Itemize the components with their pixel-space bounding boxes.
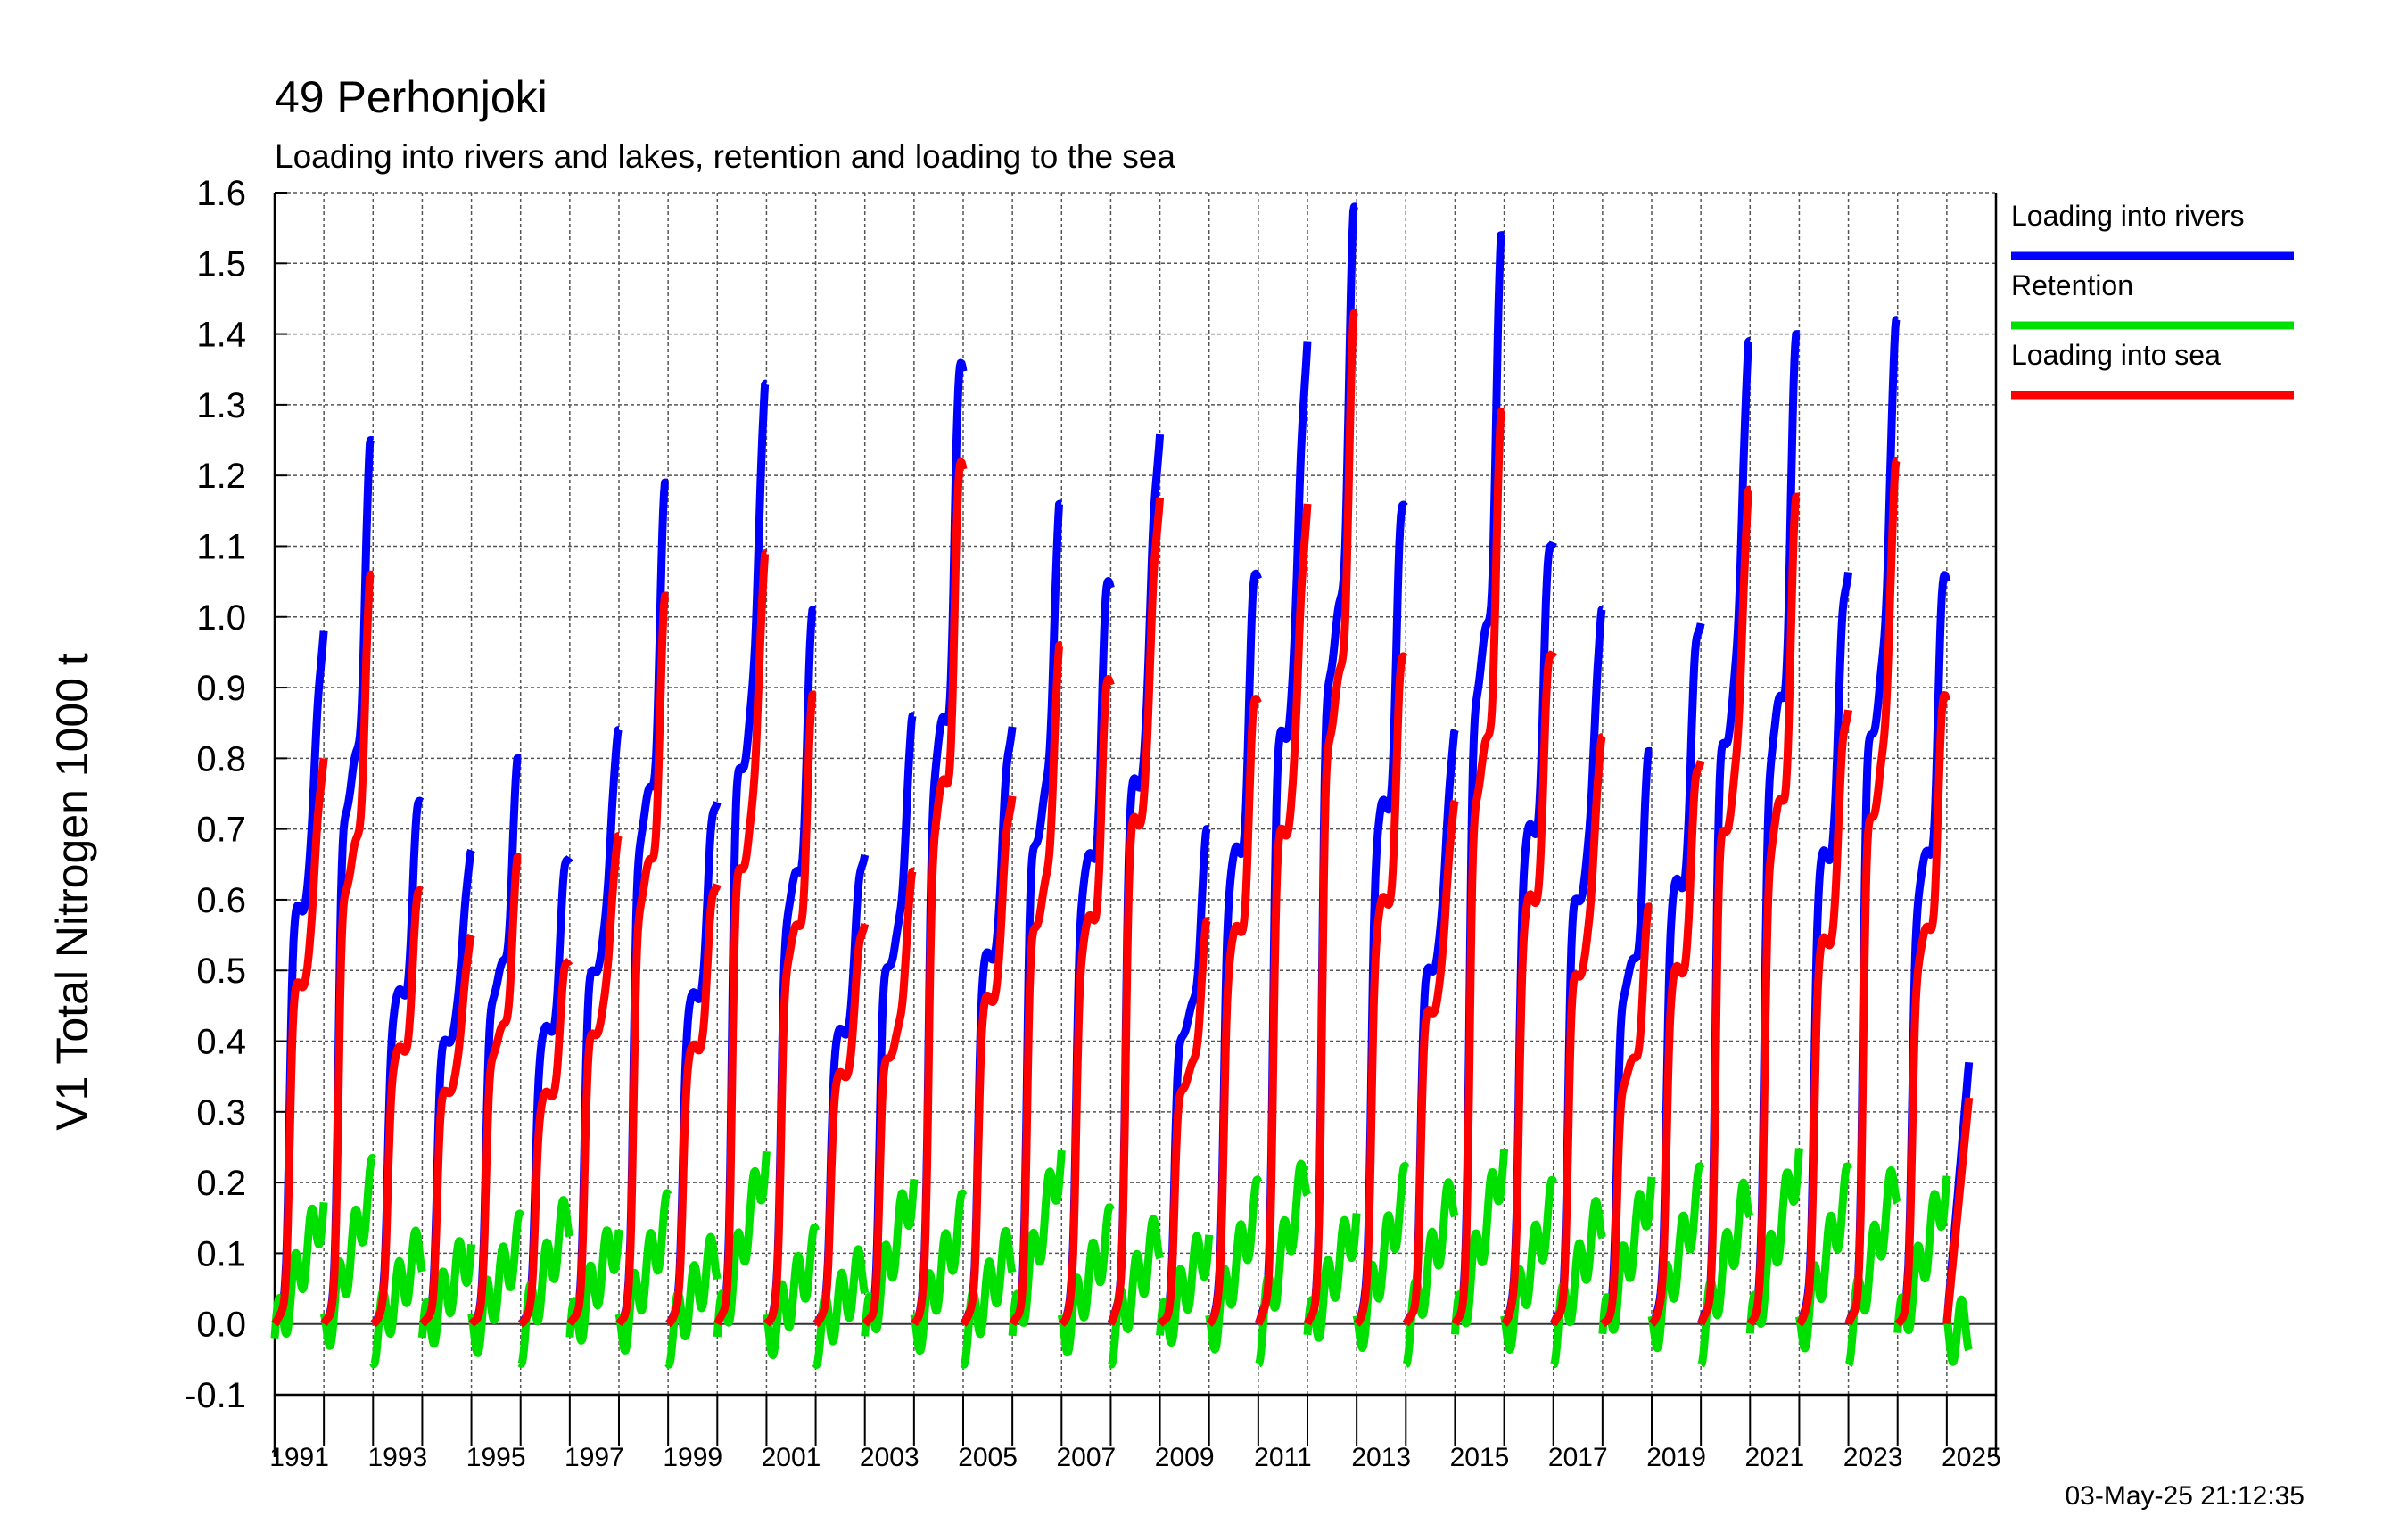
x-axis-ticks: 1991 1993 1995 1997 1999 2001 2003 2005 2007 2009… [269, 1443, 2001, 1472]
x-tick-label: 2023 [1843, 1443, 1903, 1472]
y-tick-label: 1.5 [196, 244, 246, 284]
legend: Loading into rivers Retention Loading into… [2011, 200, 2294, 400]
y-tick-label: 0.2 [196, 1164, 246, 1203]
x-tick-label: 2019 [1646, 1443, 1706, 1472]
y-tick-label: 1.1 [196, 527, 246, 566]
y-tick-label: 0.7 [196, 811, 246, 850]
legend-label: Loading into sea [2011, 339, 2221, 371]
timestamp: 03-May-25 21:12:35 [2065, 1481, 2305, 1511]
x-tick-label: 2003 [860, 1443, 919, 1472]
y-tick-label: 0.1 [196, 1234, 246, 1273]
chart-subtitle: Loading into rivers and lakes, retention… [275, 138, 1175, 175]
data-series [270, 202, 1974, 1370]
y-axis-ticks: 1.6 1.5 1.4 1.3 1.2 1.1 1.0 0.9 0.8 0.7 0.6 0.5 0.4 0… [185, 174, 246, 1415]
y-tick-label: 0.3 [196, 1093, 246, 1133]
y-tick-label: 0.5 [196, 952, 246, 991]
x-tick-label: 1993 [367, 1443, 427, 1472]
chart-title: 49 Perhonjoki [275, 72, 548, 122]
x-tick-label: 2025 [1942, 1443, 2001, 1472]
series-line-loading-into-sea [271, 309, 1974, 1328]
y-tick-label: 1.3 [196, 386, 246, 425]
x-tick-label: 2005 [958, 1443, 1018, 1472]
y-tick-label: -0.1 [185, 1376, 246, 1415]
y-tick-label: 1.6 [196, 174, 246, 213]
x-tick-label: 2021 [1744, 1443, 1804, 1472]
x-tick-label: 2001 [762, 1443, 821, 1472]
x-tick-label: 1995 [466, 1443, 526, 1472]
x-tick-label: 2007 [1056, 1443, 1116, 1472]
y-tick-label: 0.4 [196, 1023, 246, 1062]
x-tick-label: 1999 [663, 1443, 722, 1472]
series-line-loading-into-rivers [271, 202, 1974, 1328]
legend-label: Retention [2011, 269, 2133, 301]
x-tick-label: 2017 [1548, 1443, 1608, 1472]
series-line-retention [270, 1148, 1973, 1370]
y-tick-label: 0.8 [196, 739, 246, 779]
axes [273, 192, 1998, 1457]
y-tick-label: 0.0 [196, 1306, 246, 1345]
legend-label: Loading into rivers [2011, 200, 2244, 232]
x-tick-label: 2013 [1351, 1443, 1411, 1472]
y-tick-label: 1.0 [196, 598, 246, 638]
x-tick-label: 2009 [1155, 1443, 1215, 1472]
y-tick-label: 1.2 [196, 457, 246, 496]
x-tick-label: 2011 [1254, 1443, 1312, 1472]
y-tick-label: 0.6 [196, 881, 246, 920]
x-tick-label: 1997 [565, 1443, 624, 1472]
y-tick-label: 1.4 [196, 316, 246, 355]
plot-frame [273, 193, 1998, 1397]
y-axis-label: V1 Total Nitrogen 1000 t [47, 653, 97, 1131]
y-tick-label: 0.9 [196, 669, 246, 708]
x-tick-label: 2015 [1450, 1443, 1510, 1472]
x-tick-label: 1991 [269, 1443, 329, 1472]
